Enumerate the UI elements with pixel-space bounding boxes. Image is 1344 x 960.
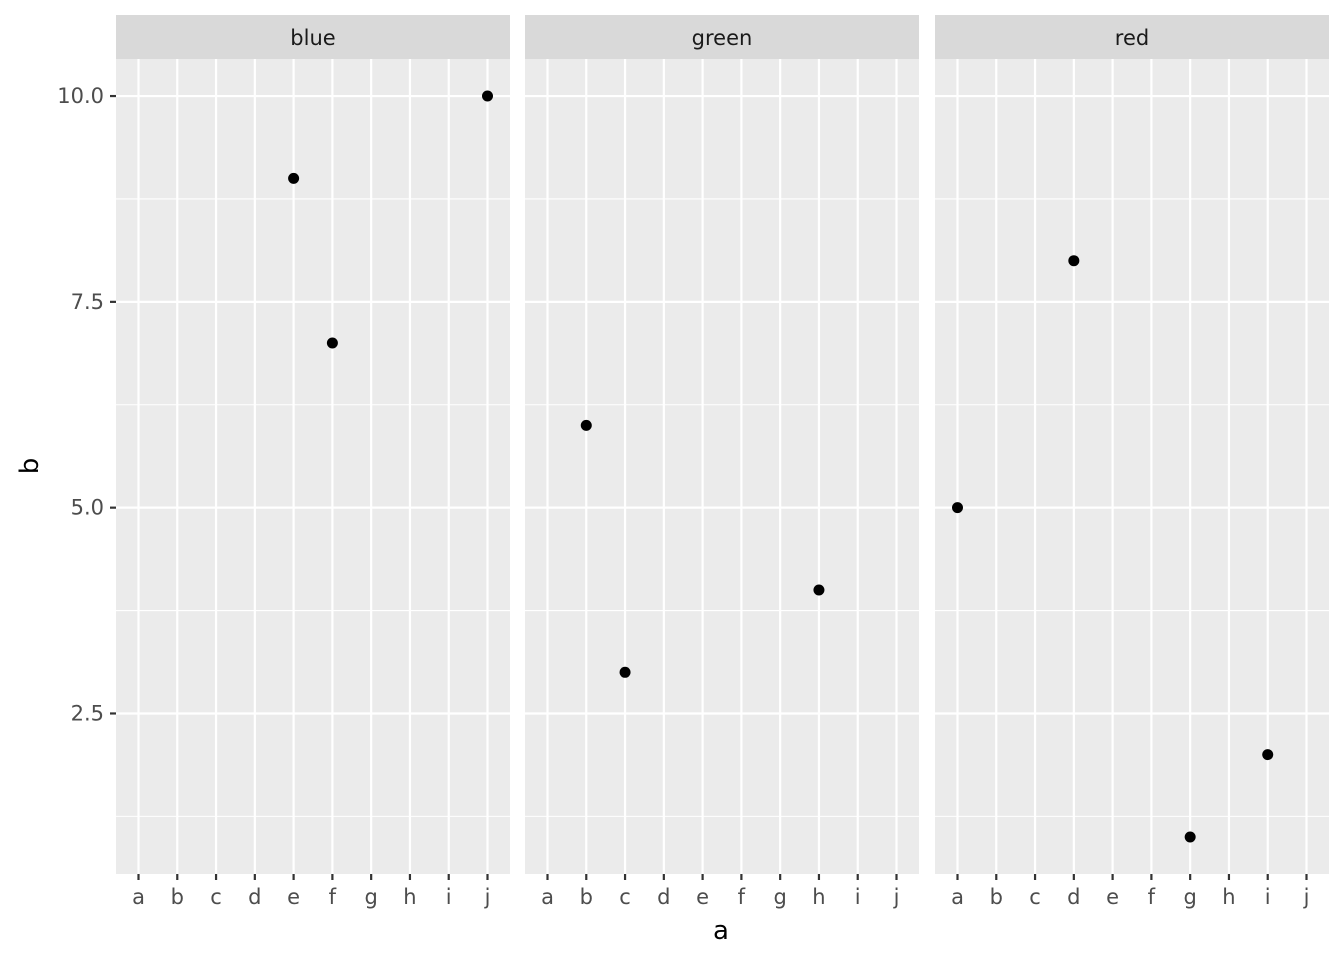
- x-tick-label: d: [1067, 885, 1080, 909]
- data-point: [1184, 831, 1196, 843]
- panel-background: [525, 59, 919, 874]
- x-tick-label: c: [619, 885, 631, 909]
- data-point: [580, 419, 592, 431]
- data-point: [1262, 749, 1274, 761]
- x-tick-label: h: [403, 885, 416, 909]
- x-tick-label: a: [541, 885, 554, 909]
- x-tick-label: b: [990, 885, 1003, 909]
- x-axis-title: a: [713, 916, 729, 946]
- x-tick-label: j: [893, 885, 900, 909]
- data-point: [1068, 255, 1080, 267]
- facet-strip: [935, 15, 1329, 59]
- x-tick-label: i: [1265, 885, 1271, 909]
- y-tick-label: 2.5: [71, 701, 104, 725]
- x-tick-label: e: [696, 885, 709, 909]
- facet-strip-label: green: [692, 26, 753, 50]
- x-tick-label: g: [364, 885, 377, 909]
- facet-panel-red: red a b c d e f g h i j: [935, 15, 1329, 909]
- x-tick-label: j: [484, 885, 491, 909]
- facet-strip-label: blue: [290, 26, 335, 50]
- x-tick-label: e: [1106, 885, 1119, 909]
- data-point: [619, 666, 631, 678]
- x-tick-label: j: [1303, 885, 1310, 909]
- y-axis-title: b: [15, 458, 45, 475]
- x-tick-label: f: [738, 885, 746, 909]
- x-tick-label: e: [287, 885, 300, 909]
- x-tick-label: d: [248, 885, 261, 909]
- x-tick-label: g: [773, 885, 786, 909]
- x-tick-label: d: [657, 885, 670, 909]
- x-tick-label: a: [951, 885, 964, 909]
- y-tick-label: 7.5: [71, 290, 104, 314]
- x-tick-label: h: [812, 885, 825, 909]
- x-tick-label: a: [132, 885, 145, 909]
- y-tick-label: 5.0: [71, 496, 104, 520]
- y-tick-label: 10.0: [57, 84, 104, 108]
- data-point: [482, 90, 493, 102]
- data-point: [326, 337, 338, 349]
- facet-strip-label: red: [1115, 26, 1149, 50]
- data-point: [288, 172, 300, 184]
- x-tick-label: g: [1183, 885, 1196, 909]
- facet-panel-blue: blue a b c d e f g h i j 2.5 5.0 7.5 10.0: [57, 15, 510, 909]
- data-point: [952, 502, 963, 514]
- x-tick-label: b: [580, 885, 593, 909]
- facet-strip: [525, 15, 919, 59]
- x-tick-label: f: [1148, 885, 1156, 909]
- facet-panel-green: green a b c d e f g h i j: [525, 15, 919, 909]
- x-tick-label: i: [446, 885, 452, 909]
- x-tick-label: b: [171, 885, 184, 909]
- x-tick-label: c: [1029, 885, 1041, 909]
- panel-background: [935, 59, 1329, 874]
- x-tick-label: h: [1222, 885, 1235, 909]
- x-tick-label: c: [210, 885, 222, 909]
- x-tick-label: f: [329, 885, 337, 909]
- data-point: [813, 584, 825, 596]
- panel-background: [116, 59, 510, 874]
- facet-strip: [116, 15, 510, 59]
- x-tick-label: i: [855, 885, 861, 909]
